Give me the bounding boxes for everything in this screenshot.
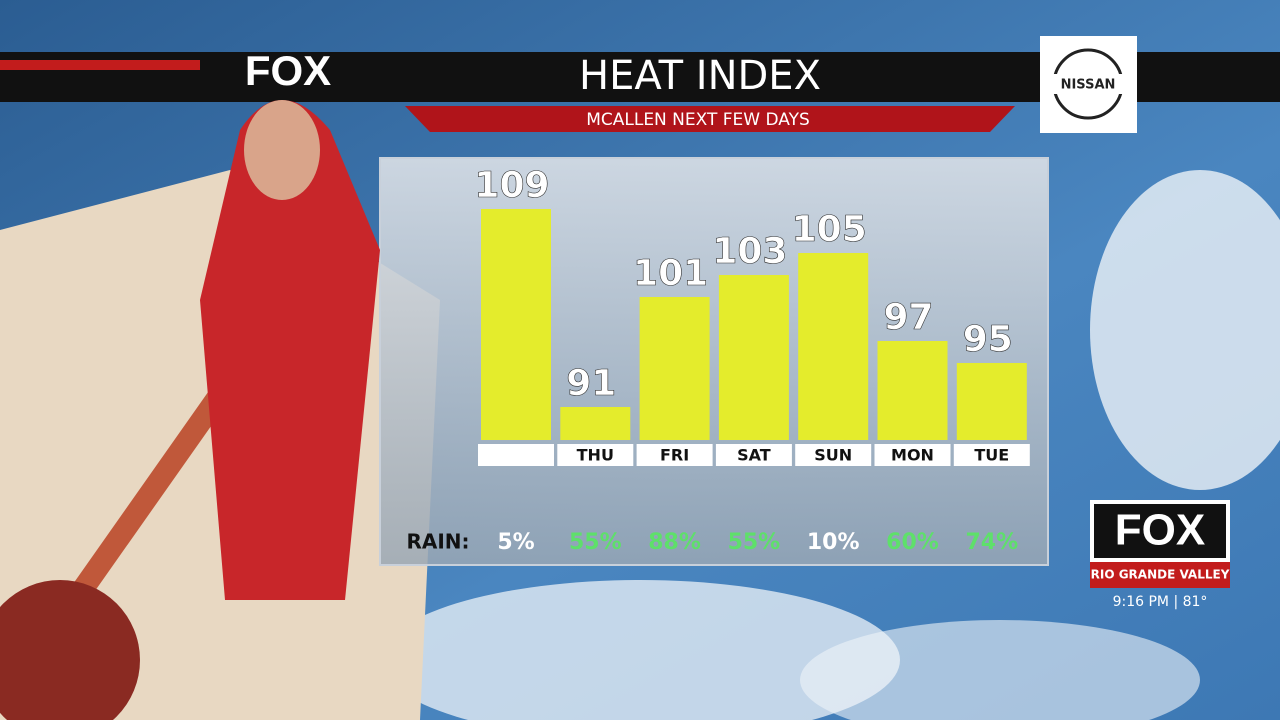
station-logo: FOX [1115,506,1205,555]
chart-subtitle: MCALLEN NEXT FEW DAYS [586,110,810,130]
day-box [636,444,713,466]
x-tick-label: TUE [974,446,1009,465]
chart-title: HEAT INDEX [579,53,821,99]
chart-panel [379,157,1049,566]
presenter [200,100,380,600]
day-box [557,444,634,466]
x-tick-label: FRI [660,446,689,465]
clock: 9:16 PM | 81° [1113,594,1208,610]
thermometer-bulb [0,580,140,720]
bar [718,275,789,440]
rain-value: 5% [497,530,534,555]
value-label: 109 [474,165,549,206]
x-tick-label: SUN [814,446,852,465]
rain-label: RAIN: [406,530,469,554]
bar [481,209,551,440]
station-name-bar [1090,562,1230,588]
fox-logo: FOX [245,47,331,94]
rain-value: 55% [728,530,781,555]
bar [639,297,710,440]
value-label: 105 [792,209,867,250]
day-box [874,444,951,466]
day-box [478,444,554,466]
rain-value: 55% [569,530,622,555]
bar [877,341,948,440]
day-box [953,444,1030,466]
x-tick-label: MON [891,446,934,465]
value-label: 91 [566,363,616,404]
x-tick-label: THU [577,446,614,465]
rain-value: 74% [965,530,1018,555]
sponsor-logo: NISSAN [1061,78,1116,93]
value-label: 101 [633,253,708,294]
bar [956,363,1027,440]
x-tick-label: SAT [737,446,771,465]
cloud [380,580,900,720]
cloud [800,620,1200,720]
header-accent [0,60,200,70]
value-label: 97 [883,297,933,338]
day-box [715,444,792,466]
day-box [795,444,872,466]
rain-value: 88% [648,530,701,555]
sponsor-band [1046,74,1130,94]
subtitle-bar [405,106,1015,132]
bar [560,407,631,440]
cloud [1090,170,1280,490]
station-name: RIO GRANDE VALLEY [1091,568,1230,582]
bar [798,253,869,440]
value-label: 95 [963,319,1013,360]
rain-value: 60% [886,530,939,555]
presenter-face [244,100,320,200]
value-label: 103 [712,231,787,272]
station-logo-bg [1094,504,1226,558]
rain-value: 10% [807,530,860,555]
